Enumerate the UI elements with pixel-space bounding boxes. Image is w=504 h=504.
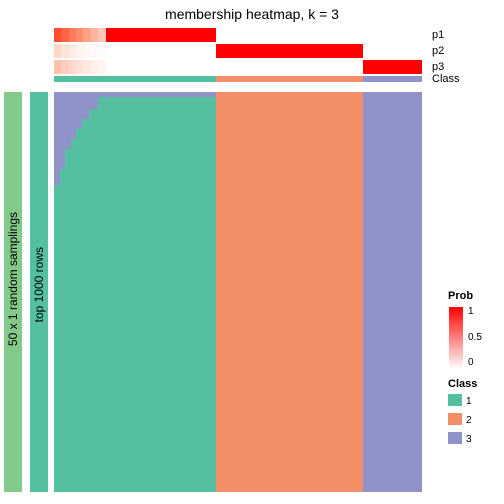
annotation-row-p2 (54, 44, 422, 58)
sidebar-random-samplings-label: 50 x 1 random samplings (6, 212, 20, 346)
heatmap-column-class1 (54, 92, 216, 492)
legend-prob-tick: 0 (468, 357, 482, 368)
legend-class-label: 3 (466, 434, 472, 445)
legend-swatch-icon (448, 413, 462, 425)
heatmap-intrusion-1 (54, 97, 98, 109)
page-title: membership heatmap, k = 3 (0, 6, 504, 22)
row-label-p3: p3 (432, 61, 444, 73)
legend-class-label: 1 (466, 396, 472, 407)
legend-swatch-icon (448, 394, 462, 406)
legend-prob-tick: 1 (468, 306, 482, 317)
annotation-row-p1 (54, 28, 422, 42)
legend-class-label: 2 (466, 415, 472, 426)
annotation-row-class (54, 76, 422, 82)
heatmap-column-class2 (216, 92, 363, 492)
heatmap-intrusion-5 (54, 139, 71, 149)
heatmap-intrusion-3 (54, 119, 82, 129)
legend-class: Class 1 2 3 (448, 378, 503, 447)
annotation-row-p3 (54, 60, 422, 74)
row-label-class: Class (432, 73, 460, 85)
legend-prob-tick: 0.5 (468, 332, 482, 343)
legend-class-item: 1 (448, 391, 503, 409)
row-label-p1: p1 (432, 29, 444, 41)
main-heatmap (54, 92, 422, 492)
heatmap-intrusion-2 (54, 109, 89, 119)
heatmap-intrusion-6 (54, 149, 65, 169)
legend-prob: Prob 1 0.5 0 (448, 290, 498, 370)
heatmap-intrusion-4 (54, 129, 76, 139)
heatmap-intrusion-7 (54, 169, 60, 185)
legend-class-item: 3 (448, 429, 503, 447)
legend-prob-gradient (448, 306, 464, 370)
sidebar-top-rows-label: top 1000 rows (32, 247, 46, 322)
legend-prob-title: Prob (448, 290, 498, 302)
heatmap-column-class3 (363, 92, 422, 492)
legend-class-item: 2 (448, 410, 503, 428)
legend-class-title: Class (448, 378, 503, 390)
row-label-p2: p2 (432, 45, 444, 57)
legend-swatch-icon (448, 432, 462, 444)
